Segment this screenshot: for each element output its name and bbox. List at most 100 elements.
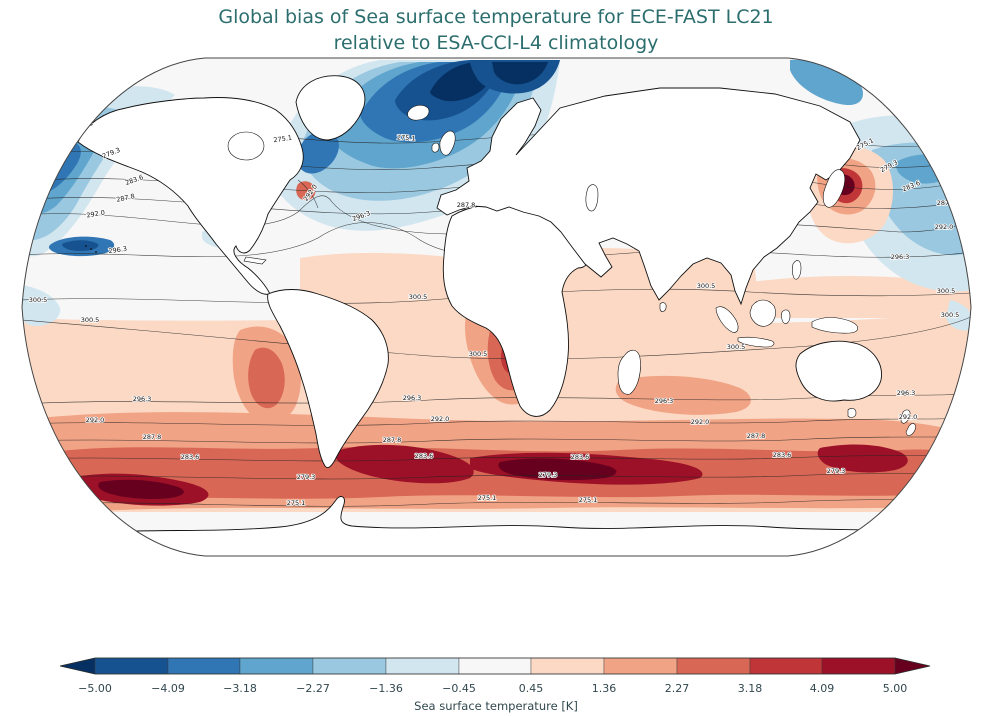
colorbar-segment	[312, 657, 387, 675]
contour-label: 283.6	[181, 453, 200, 461]
land-hawaii-island-3	[95, 251, 97, 253]
colorbar-segment	[530, 657, 605, 675]
colorbar-tick-label: 2.27	[665, 682, 690, 695]
land-borneo	[749, 299, 776, 327]
contour-label: 296.3	[897, 389, 916, 397]
land-new-zealand-north	[900, 409, 911, 424]
contour-label: 275.1	[273, 134, 293, 145]
land-greenland	[295, 75, 366, 141]
land-masses	[39, 75, 955, 556]
contour-label: 283.6	[773, 451, 792, 459]
sst-fill-nordic-core	[492, 62, 548, 85]
colorbar-tick-label: 5.00	[883, 682, 908, 695]
sst-fill-eq-pacific-right	[946, 300, 971, 331]
sst-fill-bering-cold	[790, 59, 864, 106]
land-madagascar	[617, 349, 641, 395]
land-new-zealand-south	[905, 423, 916, 436]
land-sumatra	[715, 306, 739, 333]
sst-fill-south-nz-core	[817, 444, 908, 473]
land-sri-lanka	[659, 302, 667, 312]
land-new-guinea	[811, 317, 859, 334]
robinson-outline	[21, 57, 972, 557]
contour-label: 292.0	[899, 413, 918, 421]
sst-fill-labrador-tongue	[296, 130, 339, 174]
colorbar: −5.00 −4.09 −3.18 −2.27 −1.36 −0.45 0.45…	[59, 657, 931, 713]
sst-fill-south-indian-darkest	[498, 458, 617, 481]
map-clipped-content: 275.1 279.3 283.6 287.8 292.0 296.3 300.…	[22, 58, 971, 556]
colorbar-tick-label: −3.18	[223, 682, 257, 695]
land-south-america	[267, 289, 389, 469]
land-japan	[822, 169, 846, 208]
land-hawaii-island-1	[85, 245, 87, 247]
contour-line-275-south	[22, 496, 971, 507]
land-sulawesi	[781, 309, 791, 324]
land-australia	[795, 340, 882, 402]
contour-line-279-south	[22, 470, 971, 480]
colorbar-segment	[385, 657, 460, 675]
land-cuba	[243, 256, 267, 265]
contour-label: 275.1	[397, 133, 416, 142]
contour-label: 296.3	[403, 394, 422, 402]
contour-label: 300.5	[937, 287, 956, 295]
contour-label: 279.3	[827, 467, 846, 475]
contour-label: 283.6	[571, 453, 590, 461]
contour-line-296-north	[22, 222, 971, 259]
sst-fill-humboldt-warm-2	[248, 347, 285, 409]
sst-fill-argentine-core	[335, 444, 474, 484]
contour-label: 300.5	[941, 311, 960, 319]
contour-label: 300.5	[697, 282, 716, 290]
water-hudson-bay	[227, 131, 265, 161]
contour-label: 296.3	[133, 395, 152, 403]
sst-fill-indian-warm	[615, 375, 751, 415]
contour-label: 287.8	[747, 432, 766, 440]
contour-label: 300.5	[409, 293, 428, 301]
contour-label: 292.0	[86, 416, 105, 424]
colorbar-tick-label: 1.36	[592, 682, 617, 695]
land-eurasia	[436, 87, 861, 306]
land-antarctica	[39, 496, 955, 556]
land-iceland	[407, 104, 430, 121]
land-tasmania	[847, 408, 857, 418]
contour-label: 292.0	[431, 415, 450, 423]
chart-title: Global bias of Sea surface temperature f…	[0, 4, 992, 56]
contour-label: 287.8	[457, 201, 476, 209]
colorbar-segment	[676, 657, 751, 675]
contour-label: 300.5	[469, 350, 488, 358]
colorbar-tick-label: −1.36	[369, 682, 403, 695]
colorbar-segment	[749, 657, 823, 675]
colorbar-segment	[821, 657, 896, 675]
colorbar-segment	[94, 657, 169, 675]
colorbar-segment	[458, 657, 532, 675]
contour-label: 296.3	[891, 253, 910, 261]
contour-label: 287.8	[383, 436, 402, 444]
colorbar-tick-label: −0.45	[442, 682, 476, 695]
land-java	[737, 336, 775, 348]
contour-label: 275.1	[287, 499, 306, 507]
sst-fill-hawaii-cold-core	[62, 240, 99, 251]
contour-line-gulf-stream	[297, 179, 319, 209]
land-britain	[439, 130, 456, 156]
colorbar-extend-right	[894, 657, 931, 675]
colorbar-tick-label: −5.00	[78, 682, 112, 695]
contour-line-292-south	[22, 416, 971, 426]
contour-line-283-south	[22, 452, 971, 462]
contour-label: 287.8	[143, 433, 162, 441]
land-ireland	[431, 142, 440, 153]
contour-label: 300.5	[29, 296, 48, 304]
sst-fill-swpac-darkest	[98, 479, 184, 500]
colorbar-outline	[59, 657, 931, 675]
contour-label: 292.0	[935, 223, 954, 231]
colorbar-title: Sea surface temperature [K]	[414, 699, 578, 713]
contour-label: 300.5	[727, 343, 746, 351]
colorbar-segment	[603, 657, 678, 675]
colorbar-segment	[167, 657, 241, 675]
contour-label: 275.1	[579, 496, 598, 504]
land-philippines	[792, 260, 802, 280]
colorbar-tick-label: 4.09	[810, 682, 835, 695]
contour-label: 296.3	[655, 397, 674, 405]
contour-label: 292.0	[691, 418, 710, 426]
contour-label: 279.3	[539, 471, 558, 479]
chart-title-line-1: Global bias of Sea surface temperature f…	[218, 6, 774, 28]
contour-label: 283.6	[415, 452, 434, 460]
